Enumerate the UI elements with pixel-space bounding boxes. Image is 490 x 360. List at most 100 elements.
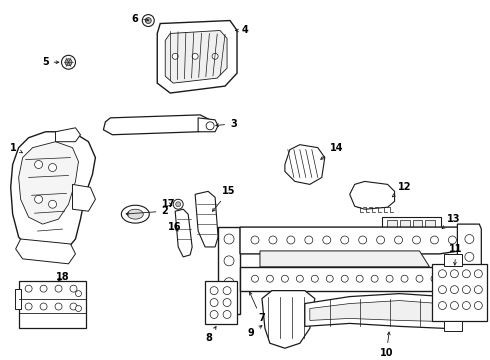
Polygon shape	[305, 294, 460, 328]
Circle shape	[450, 302, 458, 310]
Text: 11: 11	[449, 244, 463, 265]
Circle shape	[377, 236, 385, 244]
Circle shape	[210, 298, 218, 306]
Polygon shape	[157, 21, 237, 93]
Text: 10: 10	[380, 332, 393, 358]
Text: 13: 13	[442, 214, 461, 229]
Text: 8: 8	[205, 327, 216, 343]
Circle shape	[75, 291, 81, 297]
Bar	[413, 220, 422, 242]
Polygon shape	[350, 181, 394, 209]
Text: 5: 5	[42, 57, 59, 67]
Polygon shape	[457, 224, 481, 297]
Text: 17: 17	[162, 199, 176, 209]
Circle shape	[62, 55, 75, 69]
Text: 14: 14	[321, 143, 343, 159]
Polygon shape	[240, 227, 460, 254]
Circle shape	[145, 18, 151, 23]
Circle shape	[465, 234, 474, 243]
Circle shape	[450, 286, 458, 294]
Circle shape	[386, 275, 393, 282]
Polygon shape	[240, 267, 460, 291]
Circle shape	[176, 202, 181, 207]
Circle shape	[267, 275, 273, 282]
Text: 7: 7	[249, 292, 265, 323]
Circle shape	[394, 236, 403, 244]
Circle shape	[416, 275, 423, 282]
Circle shape	[326, 275, 333, 282]
Polygon shape	[198, 118, 218, 132]
Bar	[387, 220, 396, 242]
Circle shape	[446, 275, 453, 282]
Circle shape	[474, 270, 482, 278]
Text: 1: 1	[10, 143, 23, 153]
Circle shape	[40, 285, 47, 292]
Text: 12: 12	[392, 183, 411, 197]
Bar	[19, 281, 86, 328]
Circle shape	[212, 53, 218, 59]
Circle shape	[55, 285, 62, 292]
Polygon shape	[55, 128, 80, 142]
Text: 15: 15	[213, 186, 236, 211]
Bar	[444, 254, 463, 266]
Circle shape	[474, 286, 482, 294]
Circle shape	[65, 59, 72, 66]
Bar	[382, 217, 441, 245]
Circle shape	[450, 270, 458, 278]
Circle shape	[341, 236, 349, 244]
Circle shape	[70, 285, 77, 292]
Polygon shape	[11, 132, 96, 257]
Circle shape	[251, 236, 259, 244]
Bar	[205, 281, 237, 324]
Polygon shape	[195, 192, 218, 247]
Polygon shape	[285, 145, 325, 184]
Circle shape	[224, 234, 234, 244]
Text: 18: 18	[55, 272, 69, 282]
Circle shape	[269, 236, 277, 244]
Circle shape	[371, 275, 378, 282]
Circle shape	[206, 122, 214, 130]
Bar	[444, 321, 463, 331]
Circle shape	[224, 256, 234, 266]
Polygon shape	[260, 251, 429, 267]
Circle shape	[359, 236, 367, 244]
Circle shape	[40, 303, 47, 310]
Text: 9: 9	[248, 325, 262, 338]
Circle shape	[465, 270, 474, 279]
Text: 6: 6	[131, 14, 148, 23]
Circle shape	[210, 310, 218, 319]
Bar	[433, 264, 488, 321]
Circle shape	[173, 199, 183, 209]
Circle shape	[413, 236, 420, 244]
Circle shape	[311, 275, 318, 282]
Circle shape	[251, 275, 258, 282]
Circle shape	[70, 303, 77, 310]
Polygon shape	[19, 142, 78, 224]
Bar	[15, 289, 21, 309]
Circle shape	[431, 236, 439, 244]
Circle shape	[75, 306, 81, 311]
Circle shape	[439, 286, 446, 294]
Polygon shape	[103, 115, 210, 135]
Circle shape	[323, 236, 331, 244]
Polygon shape	[16, 239, 75, 264]
Text: 3: 3	[216, 119, 237, 129]
Circle shape	[439, 302, 446, 310]
Circle shape	[35, 195, 43, 203]
Circle shape	[463, 270, 470, 278]
Circle shape	[172, 53, 178, 59]
Circle shape	[463, 302, 470, 310]
Circle shape	[281, 275, 289, 282]
Circle shape	[401, 275, 408, 282]
Circle shape	[431, 275, 438, 282]
Circle shape	[463, 286, 470, 294]
Text: 2: 2	[126, 206, 168, 216]
Circle shape	[474, 302, 482, 310]
Circle shape	[192, 53, 198, 59]
Polygon shape	[175, 209, 192, 257]
Ellipse shape	[127, 209, 143, 219]
Polygon shape	[165, 31, 227, 83]
Circle shape	[25, 285, 32, 292]
Text: 16: 16	[168, 222, 182, 232]
Circle shape	[49, 200, 56, 208]
